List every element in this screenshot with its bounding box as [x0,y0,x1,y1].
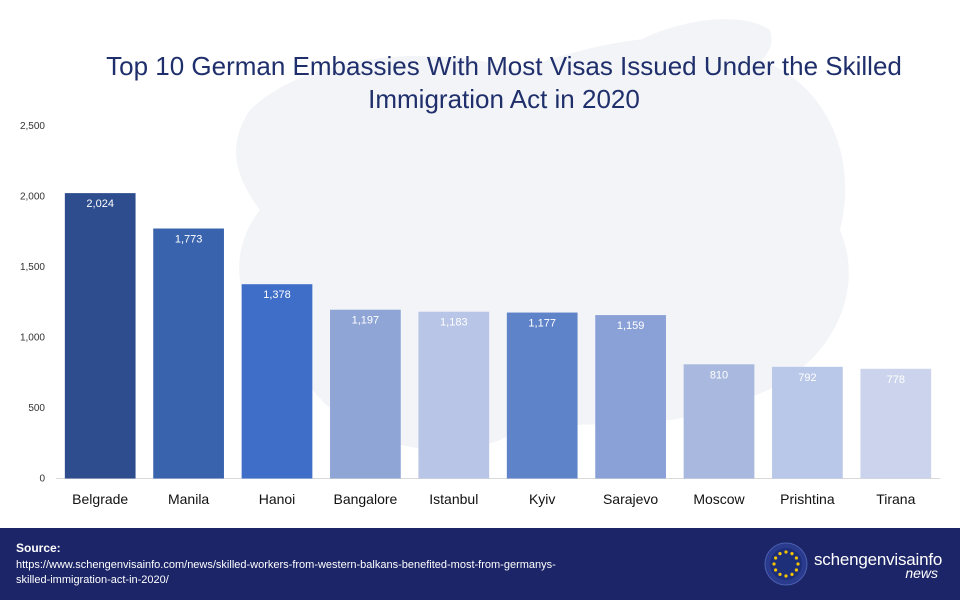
x-tick-label: Belgrade [72,491,128,507]
brand-name: schengenvisainfo [814,550,943,569]
y-tick-label: 500 [28,403,45,414]
y-tick-label: 1,500 [20,262,45,273]
bar-chart: 0 500 1,000 1,500 2,000 2,500 2,024 1,773 1,378… [20,121,940,507]
star-icon [772,562,776,566]
bar-sarajevo [595,315,666,479]
source-footer: Source: https://www.schengenvisainfo.com… [0,528,960,600]
y-tick-label: 1,000 [20,333,45,344]
source-link[interactable]: https://www.schengenvisainfo.com/news/sk… [16,559,556,586]
x-tick-label: Prishtina [780,491,835,507]
brand-sub: news [905,565,938,581]
bar-belgrade [64,193,136,479]
source-heading: Source: [16,541,61,555]
star-icon [796,562,800,566]
x-tick-label: Tirana [876,491,915,507]
brand-logo[interactable]: schengenvisainfo news [764,542,954,588]
star-icon [794,568,798,572]
bar-bangalore [330,309,401,479]
data-label: 1,177 [528,318,556,330]
bar-moscow [683,364,755,479]
bar-tirana [860,368,932,479]
data-label: 1,197 [352,315,380,327]
bars: 2,024 1,773 1,378 1,197 1,183 1,177 1,159 810 79… [64,193,932,479]
eu-stars-circle-icon [764,542,808,586]
star-icon [778,572,782,576]
x-tick-label: Hanoi [259,491,296,507]
star-icon [778,552,782,556]
x-tick-label: Kyiv [529,491,555,507]
bar-prishtina [772,366,843,479]
x-axis: Belgrade Manila Hanoi Bangalore Istanbul Kyiv… [72,491,915,507]
bar-istanbul [418,311,490,479]
bar-hanoi [241,284,313,479]
data-label: 1,183 [440,317,468,329]
y-tick-label: 2,500 [20,121,45,132]
x-tick-label: Moscow [693,491,745,507]
star-icon [784,550,788,554]
chart-title: Top 10 German Embassies With Most Visas … [106,51,902,114]
data-label: 810 [710,369,728,381]
bar-kyiv [506,312,578,479]
x-tick-label: Manila [168,491,209,507]
star-icon [794,556,798,560]
data-label: 1,159 [617,320,645,332]
star-icon [774,568,778,572]
bar-manila [153,228,224,479]
x-tick-label: Istanbul [429,491,478,507]
data-label: 778 [887,374,905,386]
y-axis: 0 500 1,000 1,500 2,000 2,500 [20,121,45,485]
data-label: 792 [798,372,816,384]
star-icon [790,552,794,556]
star-icon [784,574,788,578]
x-tick-label: Bangalore [333,491,397,507]
star-icon [774,556,778,560]
star-icon [790,572,794,576]
y-tick-label: 2,000 [20,192,45,203]
y-tick-label: 0 [39,474,45,485]
data-label: 1,378 [263,289,291,301]
data-label: 2,024 [86,198,114,210]
x-tick-label: Sarajevo [603,491,658,507]
data-label: 1,773 [175,234,203,246]
